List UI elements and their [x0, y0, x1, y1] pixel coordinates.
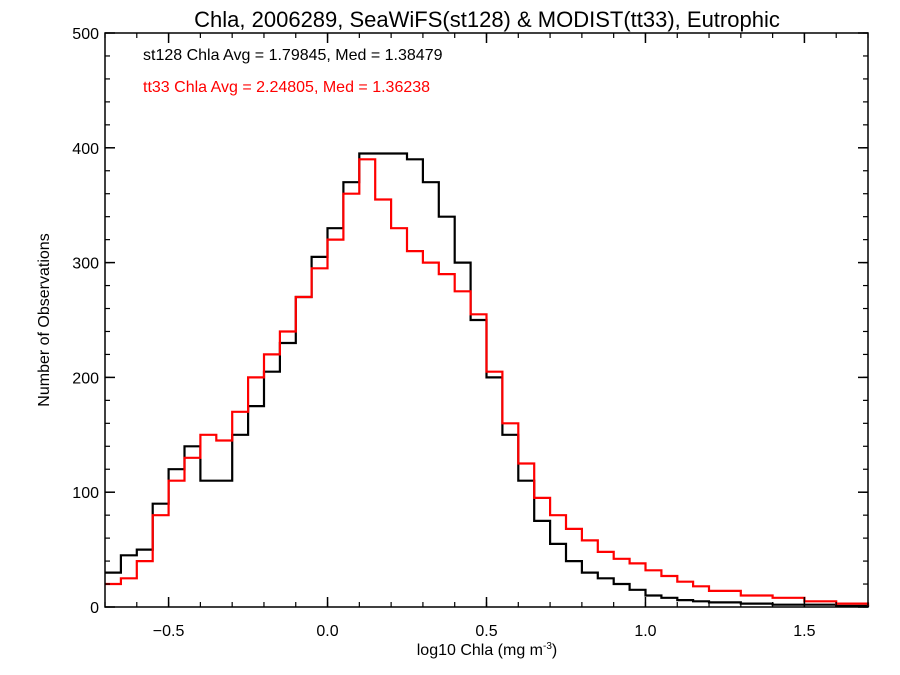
y-tick-label: 0 — [90, 600, 99, 617]
x-tick-label: 1.0 — [634, 623, 656, 640]
series-layer — [105, 152, 870, 607]
x-axis-label-main: log10 Chla (mg m — [417, 642, 543, 659]
x-tick-label: 0.5 — [475, 623, 497, 640]
y-tick-label: 300 — [72, 256, 99, 273]
annotation-st128: st128 Chla Avg = 1.79845, Med = 1.38479 — [143, 47, 443, 64]
y-tick-label: 400 — [72, 141, 99, 158]
series-0-line — [105, 152, 870, 607]
annotation-tt33: tt33 Chla Avg = 2.24805, Med = 1.36238 — [143, 79, 430, 96]
x-tick-label: −0.5 — [153, 623, 185, 640]
chart-title: Chla, 2006289, SeaWiFS(st128) & MODIST(t… — [194, 7, 780, 32]
y-axis-label: Number of Observations — [36, 233, 53, 406]
y-tick-label: 500 — [72, 26, 99, 43]
y-axis-ticks: 0 100 200 300 400 500 — [72, 26, 868, 617]
y-tick-label: 100 — [72, 485, 99, 502]
x-axis-label-sup: -3 — [543, 641, 552, 652]
x-axis-label: log10 Chla (mg m-3) — [417, 641, 558, 659]
series-1-line — [105, 158, 870, 606]
x-axis-label-close: ) — [552, 642, 557, 659]
x-tick-label: 1.5 — [793, 623, 815, 640]
x-axis-ticks: −0.5 0.0 0.5 1.0 1.5 — [104, 33, 869, 640]
y-tick-label: 200 — [72, 370, 99, 387]
x-tick-label: 0.0 — [316, 623, 338, 640]
